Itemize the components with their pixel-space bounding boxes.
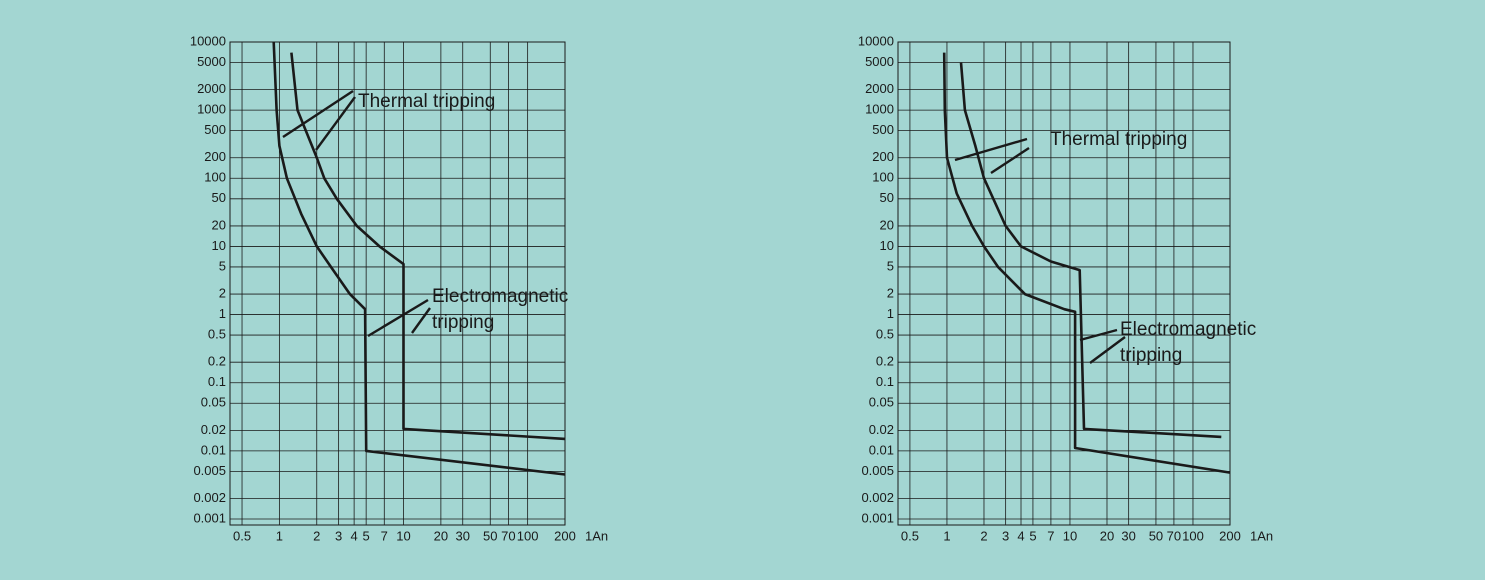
leader-line [1089,336,1126,364]
x-tick-label: 10 [1063,528,1077,543]
y-tick-label: 0.02 [201,422,226,437]
x-tick-label: 3 [1002,528,1009,543]
leader-line [990,146,1030,175]
y-tick-label: 2000 [865,81,894,96]
annotation: Electromagnetic [432,286,568,307]
y-tick-label: 0.002 [193,490,226,505]
x-tick-label: 100 [517,528,539,543]
leader-line [411,307,431,334]
y-tick-label: 0.01 [869,442,894,457]
y-tick-label: 10 [880,238,894,253]
y-tick-label: 0.1 [876,374,894,389]
annotation: tripping [1120,345,1182,366]
y-tick-label: 50 [212,190,226,205]
y-tick-label: 1000 [865,102,894,117]
y-tick-label: 10000 [190,33,226,48]
x-tick-label: 5 [363,528,370,543]
x-tick-label: 70 [1167,528,1181,543]
leader-line [367,298,429,338]
y-tick-label: 100 [204,170,226,185]
annotation: Electromagnetic [1120,319,1256,340]
leader-line [315,96,356,151]
annotation: Thermal tripping [1050,129,1187,150]
trip-curve [959,62,1222,439]
y-tick-label: 5 [219,258,226,273]
y-tick-label: 0.05 [869,395,894,410]
y-tick-label: 0.005 [861,463,894,478]
y-tick-label: 100 [872,170,894,185]
trip-curve [290,52,566,441]
y-tick-label: 2000 [197,81,226,96]
y-tick-label: 0.5 [208,327,226,342]
x-tick-label: 30 [456,528,470,543]
x-tick-label: 7 [1047,528,1054,543]
x-tick-label: 7 [381,528,388,543]
x-tick-label: 200 [554,528,576,543]
x-tick-label: 200 [1219,528,1241,543]
x-tick-label: 3 [335,528,342,543]
x-tick-label: 4 [1017,528,1024,543]
x-tick-label: 50 [1149,528,1163,543]
y-tick-label: 0.05 [201,395,226,410]
x-tick-label: 0.5 [233,528,251,543]
plot-frame [229,41,566,526]
y-tick-label: 500 [872,122,894,137]
x-tick-label: 5 [1029,528,1036,543]
x-tick-label: 100 [1182,528,1204,543]
y-tick-label: 500 [204,122,226,137]
x-axis-label: 1An [1250,528,1273,543]
y-tick-label: 0.02 [869,422,894,437]
annotation: tripping [432,312,494,333]
y-tick-label: 0.2 [876,354,894,369]
leader-line [954,137,1028,162]
y-tick-label: 0.005 [193,463,226,478]
x-tick-label: 2 [980,528,987,543]
x-tick-label: 2 [313,528,320,543]
x-tick-label: 20 [434,528,448,543]
y-tick-label: 0.001 [861,510,894,525]
leader-line [1079,328,1118,342]
leader-line [282,89,354,139]
y-tick-label: 1 [887,306,894,321]
y-tick-label: 1 [219,306,226,321]
y-tick-label: 10000 [858,33,894,48]
y-tick-label: 5000 [197,54,226,69]
y-tick-label: 0.1 [208,374,226,389]
x-tick-label: 0.5 [901,528,919,543]
x-tick-label: 30 [1121,528,1135,543]
x-tick-label: 1 [943,528,950,543]
y-tick-label: 0.2 [208,354,226,369]
y-tick-label: 0.5 [876,327,894,342]
y-tick-label: 2 [219,285,226,300]
y-tick-label: 50 [880,190,894,205]
x-tick-label: 20 [1100,528,1114,543]
trip-curve [272,41,566,476]
y-tick-label: 1000 [197,102,226,117]
x-axis-label: 1An [585,528,608,543]
y-tick-label: 0.001 [193,510,226,525]
y-tick-label: 5 [887,258,894,273]
x-tick-label: 1 [276,528,283,543]
x-tick-label: 70 [501,528,515,543]
x-tick-label: 10 [396,528,410,543]
annotation: Thermal tripping [358,91,495,112]
y-tick-label: 0.002 [861,490,894,505]
y-tick-label: 2 [887,285,894,300]
plot-frame [897,41,1231,526]
y-tick-label: 0.01 [201,442,226,457]
x-tick-label: 50 [483,528,497,543]
y-tick-label: 200 [872,149,894,164]
y-tick-label: 20 [880,217,894,232]
y-tick-label: 10 [212,238,226,253]
x-tick-label: 4 [351,528,358,543]
y-tick-label: 200 [204,149,226,164]
trip-curve [942,52,1231,474]
y-tick-label: 20 [212,217,226,232]
y-tick-label: 5000 [865,54,894,69]
